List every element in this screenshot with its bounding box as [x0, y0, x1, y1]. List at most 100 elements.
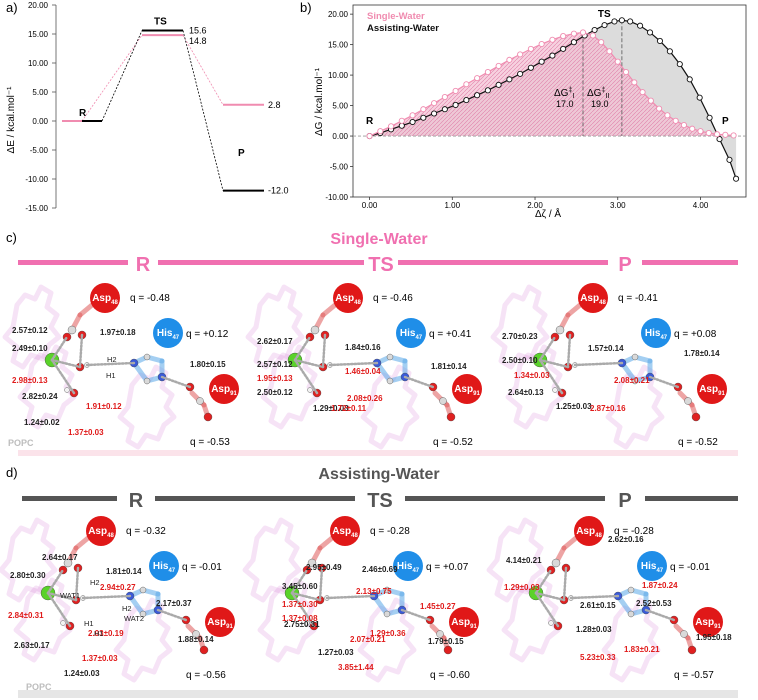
- assisting-water-point: [618, 17, 625, 24]
- assisting-water-point: [398, 122, 405, 129]
- single-water-point: [656, 105, 663, 112]
- panel-a-tick-label: 5.00: [32, 88, 48, 97]
- panel-c: c) Single-Water R TS P POPC Asp48His47As…: [2, 230, 738, 456]
- panel-b-ytick-label: 5.00: [332, 102, 348, 111]
- h-bond: [290, 591, 316, 628]
- distance-label-red: 1.29±0.03: [504, 583, 540, 592]
- panel-c-state-ts: TS: [368, 254, 394, 276]
- lipid: [486, 517, 546, 603]
- atom-label: H1: [94, 629, 104, 638]
- lipid: [13, 577, 73, 663]
- assisting-water-point: [656, 37, 664, 45]
- panel-a-ylabel: ΔE / kcal.mol⁻¹: [6, 86, 17, 154]
- lipid: [601, 597, 661, 683]
- water-hydrogen: [548, 620, 554, 626]
- atom: [631, 353, 639, 361]
- h-bond: [293, 358, 325, 369]
- assisting-water-point: [601, 22, 608, 29]
- panel-a-tick-label: -10.00: [25, 175, 48, 184]
- residue-his47: [396, 318, 426, 348]
- distance-label: 2.46±0.69: [362, 565, 398, 574]
- assisting-water-point: [431, 110, 438, 117]
- svg-text:ΔG‡II: ΔG‡II: [587, 87, 609, 100]
- single-water-point: [705, 129, 712, 137]
- residue-his47-label: His47: [397, 561, 420, 574]
- atom: [63, 558, 73, 568]
- single-water-point: [484, 68, 491, 76]
- panel-a-state-r: R: [79, 108, 87, 119]
- h-bond: [46, 591, 78, 602]
- single-water-point: [506, 56, 513, 63]
- residue-his47: [637, 551, 667, 581]
- panel-d-membrane: [18, 690, 738, 698]
- lipid: [113, 597, 173, 683]
- h-bond: [573, 361, 624, 367]
- single-water-point: [549, 36, 556, 43]
- distance-label-red: 1.29±0.36: [370, 629, 406, 638]
- distance-label: 1.81±0.14: [431, 362, 467, 371]
- panel-a-value-ts-pink: 14.8: [189, 36, 207, 46]
- h-bond: [400, 608, 432, 622]
- panel-a-tick-label: 20.00: [28, 1, 49, 10]
- panel-a-tick-label: 10.00: [28, 59, 49, 68]
- lipid: [257, 577, 317, 663]
- residue-asp91: [209, 374, 239, 404]
- lipid: [505, 344, 565, 430]
- residue-asp48-label: Asp48: [88, 526, 114, 539]
- panel-a-tick-label: 15.00: [28, 30, 49, 39]
- atom: [386, 377, 394, 385]
- distance-label: 1.78±0.14: [684, 349, 720, 358]
- atom-label: H2: [122, 604, 132, 613]
- distance-label: 2.95±0.49: [306, 563, 342, 572]
- panel-c-structure-p: Asp48 His47 Asp91 q = -0.41 q = +0.08 q = -0.…: [490, 283, 727, 450]
- distance-label-red: 1.46±0.04: [345, 367, 381, 376]
- distance-label: 4.14±0.21: [506, 556, 542, 565]
- single-water-point: [664, 112, 671, 119]
- panel-b-ytick-label: -10.00: [325, 193, 348, 202]
- lipid: [242, 517, 302, 603]
- residue-his47-label: His47: [641, 561, 664, 574]
- panel-b-series: [366, 17, 740, 182]
- h-bond: [156, 608, 188, 622]
- panel-a-state-ts: TS: [154, 17, 167, 28]
- atom: [446, 412, 456, 422]
- h-bond: [293, 335, 312, 362]
- assisting-water-point: [560, 45, 567, 52]
- atom: [439, 397, 447, 405]
- charge-his47: q = +0.07: [426, 562, 469, 573]
- panel-a-label: a): [6, 0, 18, 15]
- panel-d-popc-label: POPC: [26, 682, 52, 692]
- panel-b-ytick-label: 10.00: [328, 71, 349, 80]
- distance-label: 1.29±0.03: [313, 404, 349, 413]
- water-hydrogen: [307, 387, 313, 393]
- distance-label: 2.17±0.37: [156, 599, 192, 608]
- distance-label-red: 2.07±0.21: [350, 635, 386, 644]
- single-water-point: [527, 45, 534, 52]
- assisting-water-point: [591, 26, 598, 34]
- panel-d-state-ts: TS: [367, 490, 393, 512]
- atom: [684, 397, 692, 405]
- h-bond: [74, 566, 80, 602]
- h-bond: [290, 591, 322, 602]
- atom: [436, 630, 444, 638]
- charge-his47: q = +0.12: [186, 329, 229, 340]
- assisting-water-point: [570, 39, 577, 46]
- panel-b-area-fills: [369, 20, 737, 179]
- assisting-water-point: [495, 81, 502, 88]
- single-water-point: [631, 79, 638, 86]
- assisting-water-point: [484, 87, 491, 94]
- residue-asp48: [578, 283, 608, 313]
- distance-label: 1.95±0.18: [696, 633, 732, 642]
- bond: [320, 302, 338, 318]
- residue-asp48-label: Asp48: [332, 526, 358, 539]
- single-water-point: [589, 32, 596, 39]
- panel-b-ytick-label: 20.00: [328, 10, 349, 19]
- panel-a-axis: 20.00 15.00 10.00 5.00 0.00 -5.00 -10.00 -15.00: [25, 1, 57, 213]
- distance-label: 2.61±0.15: [580, 601, 616, 610]
- atom: [386, 353, 394, 361]
- connector-assisting-1: [101, 30, 143, 122]
- charge-his47: q = -0.01: [670, 562, 710, 573]
- charge-asp91: q = -0.52: [433, 437, 473, 448]
- panel-b-xtick-label: 0.00: [362, 201, 378, 210]
- h-bond: [328, 361, 379, 367]
